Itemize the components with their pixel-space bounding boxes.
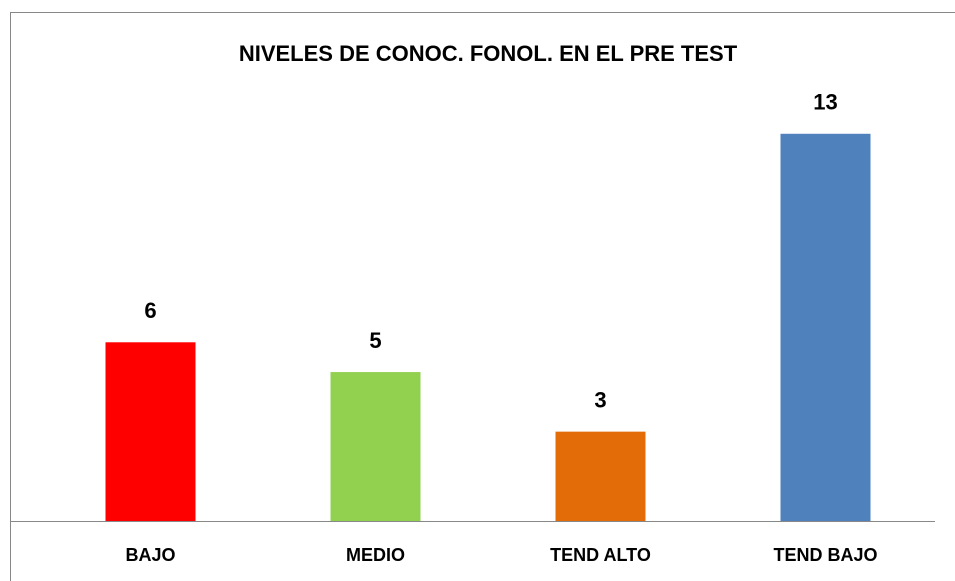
- x-tick-label: MEDIO: [346, 545, 405, 565]
- bar: [330, 372, 421, 521]
- bar: [105, 342, 196, 521]
- data-label: 5: [369, 328, 381, 353]
- data-label: 3: [594, 387, 606, 412]
- bar: [555, 431, 646, 521]
- x-tick-label: BAJO: [125, 545, 175, 565]
- data-label: 13: [813, 90, 837, 115]
- bar: [780, 133, 871, 522]
- x-tick-label: TEND ALTO: [550, 545, 651, 565]
- data-label: 6: [144, 298, 156, 323]
- x-tick-label: TEND BAJO: [773, 545, 877, 565]
- chart-title: NIVELES DE CONOC. FONOL. EN EL PRE TEST: [239, 41, 738, 66]
